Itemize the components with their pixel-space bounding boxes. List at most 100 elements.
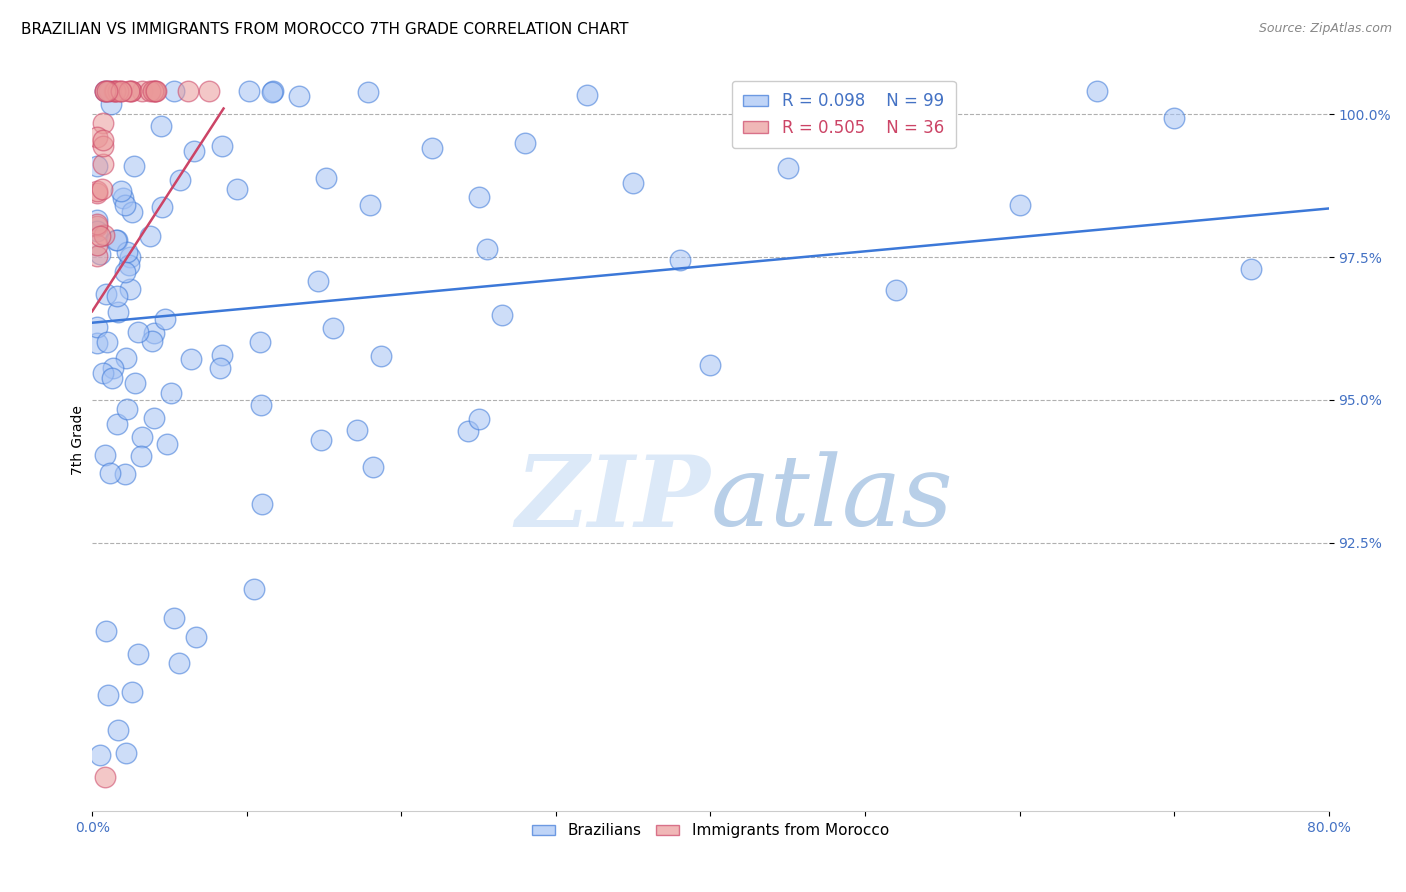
Point [131,84,153,98]
Point [94,84,117,98]
Point [118,84,141,98]
Point [129,449,152,463]
Point [513,136,536,151]
Point [86,237,108,252]
Point [150,200,173,214]
Point [226,182,249,196]
Point [315,171,337,186]
Point [249,335,271,350]
Point [86,185,108,199]
Point [131,430,153,444]
Point [91,156,114,170]
Point [94,624,117,639]
Point [98,84,121,98]
Point [1163,111,1185,125]
Point [94,84,117,98]
Point [120,84,142,98]
Point [91,139,114,153]
Point [96,84,118,98]
Point [668,253,690,268]
Point [346,424,368,438]
Point [776,161,799,176]
Point [114,467,136,482]
Point [93,84,115,98]
Point [103,84,125,98]
Point [420,141,443,155]
Point [287,88,309,103]
Point [127,647,149,661]
Point [98,84,121,98]
Point [101,360,124,375]
Point [105,289,128,303]
Point [96,286,118,301]
Point [142,84,165,98]
Point [107,305,129,319]
Point [209,361,232,376]
Point [357,86,380,100]
Point [105,233,128,247]
Point [211,138,233,153]
Point [475,243,498,257]
Point [91,366,114,380]
Point [361,459,384,474]
Point [183,144,205,158]
Point [121,685,143,699]
Point [110,185,132,199]
Point [93,228,115,243]
Point [139,229,162,244]
Point [91,182,114,196]
Point [163,84,186,98]
Point [359,197,381,211]
Point [160,386,183,401]
Point [98,466,121,480]
Point [491,308,513,322]
Point [112,191,135,205]
Point [177,84,200,98]
Point [122,159,145,173]
Point [467,411,489,425]
Point [107,723,129,737]
Point [180,351,202,366]
Point [93,770,115,784]
Point [86,249,108,263]
Point [127,325,149,339]
Point [238,84,260,98]
Text: atlas: atlas [710,451,953,547]
Point [249,398,271,412]
Point [124,376,146,390]
Point [91,133,114,147]
Point [118,282,141,296]
Point [86,159,108,173]
Point [91,116,114,130]
Point [211,348,233,362]
Point [198,84,221,98]
Point [104,84,127,98]
Point [139,84,162,98]
Text: Source: ZipAtlas.com: Source: ZipAtlas.com [1258,22,1392,36]
Point [120,84,142,98]
Point [243,582,266,596]
Point [101,371,124,385]
Point [93,448,115,462]
Point [107,84,129,98]
Point [167,657,190,671]
Point [143,84,166,98]
Legend: Brazilians, Immigrants from Morocco: Brazilians, Immigrants from Morocco [526,817,896,845]
Point [143,84,166,98]
Point [468,190,491,204]
Point [370,349,392,363]
Point [162,610,184,624]
Point [104,233,127,247]
Point [145,84,167,98]
Point [141,334,163,348]
Point [252,497,274,511]
Text: BRAZILIAN VS IMMIGRANTS FROM MOROCCO 7TH GRADE CORRELATION CHART: BRAZILIAN VS IMMIGRANTS FROM MOROCCO 7TH… [21,22,628,37]
Point [1085,84,1108,98]
Point [114,746,136,760]
Point [169,173,191,187]
Point [86,186,108,200]
Point [86,335,108,350]
Point [1008,197,1031,211]
Point [621,176,644,190]
Point [115,351,138,365]
